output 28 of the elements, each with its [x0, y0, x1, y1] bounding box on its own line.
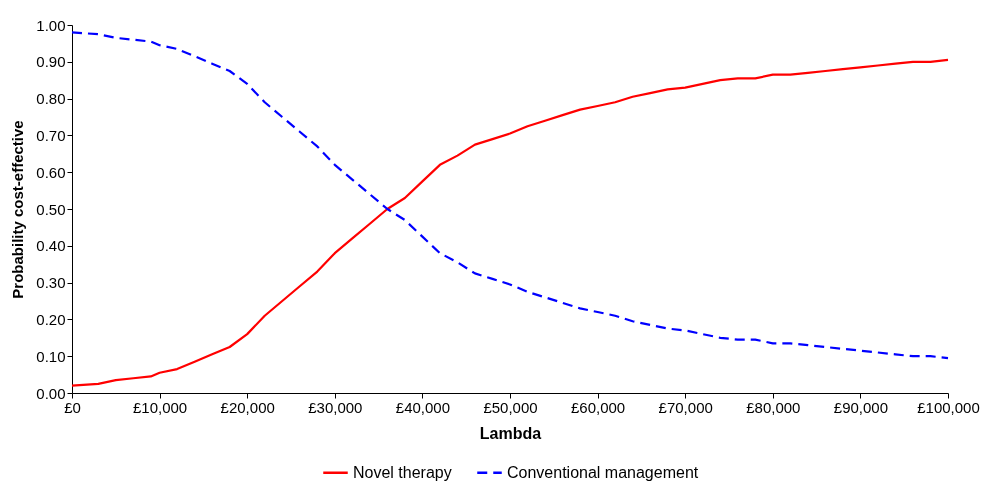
y-tick-label: 0.70 [36, 126, 66, 144]
y-tick-label: 0.00 [36, 384, 66, 402]
y-tick-label: 0.30 [36, 274, 66, 292]
y-tick-label: 0.10 [36, 347, 66, 365]
x-tick-label: £80,000 [746, 398, 801, 416]
y-tick-label: 0.90 [36, 53, 66, 71]
legend-label: Novel therapy [353, 463, 452, 481]
x-tick-label: £50,000 [483, 398, 538, 416]
y-tick-label: 0.60 [36, 163, 66, 181]
x-tick-label: £60,000 [570, 398, 626, 416]
legend-label: Conventional management [507, 463, 699, 481]
x-tick-label: £30,000 [308, 398, 363, 416]
x-tick-label: £100,000 [917, 398, 980, 416]
x-tick-label: £70,000 [658, 398, 713, 416]
y-tick-label: 0.20 [36, 310, 66, 328]
y-axis-title: Probability cost-effective [9, 120, 27, 299]
x-tick-label: £20,000 [220, 398, 275, 416]
x-tick-label: £40,000 [395, 398, 451, 416]
line-series [70, 58, 950, 387]
x-tick-label: £90,000 [833, 398, 889, 416]
line-series [70, 31, 950, 360]
x-tick-label: £0 [64, 398, 81, 416]
y-tick-label: 0.50 [36, 200, 66, 218]
y-tick-label: 1.00 [36, 16, 66, 34]
x-tick-label: £10,000 [132, 398, 188, 416]
y-tick-label: 0.40 [36, 237, 66, 255]
x-axis-title: Lambda [479, 424, 542, 442]
y-tick-label: 0.80 [36, 90, 66, 108]
